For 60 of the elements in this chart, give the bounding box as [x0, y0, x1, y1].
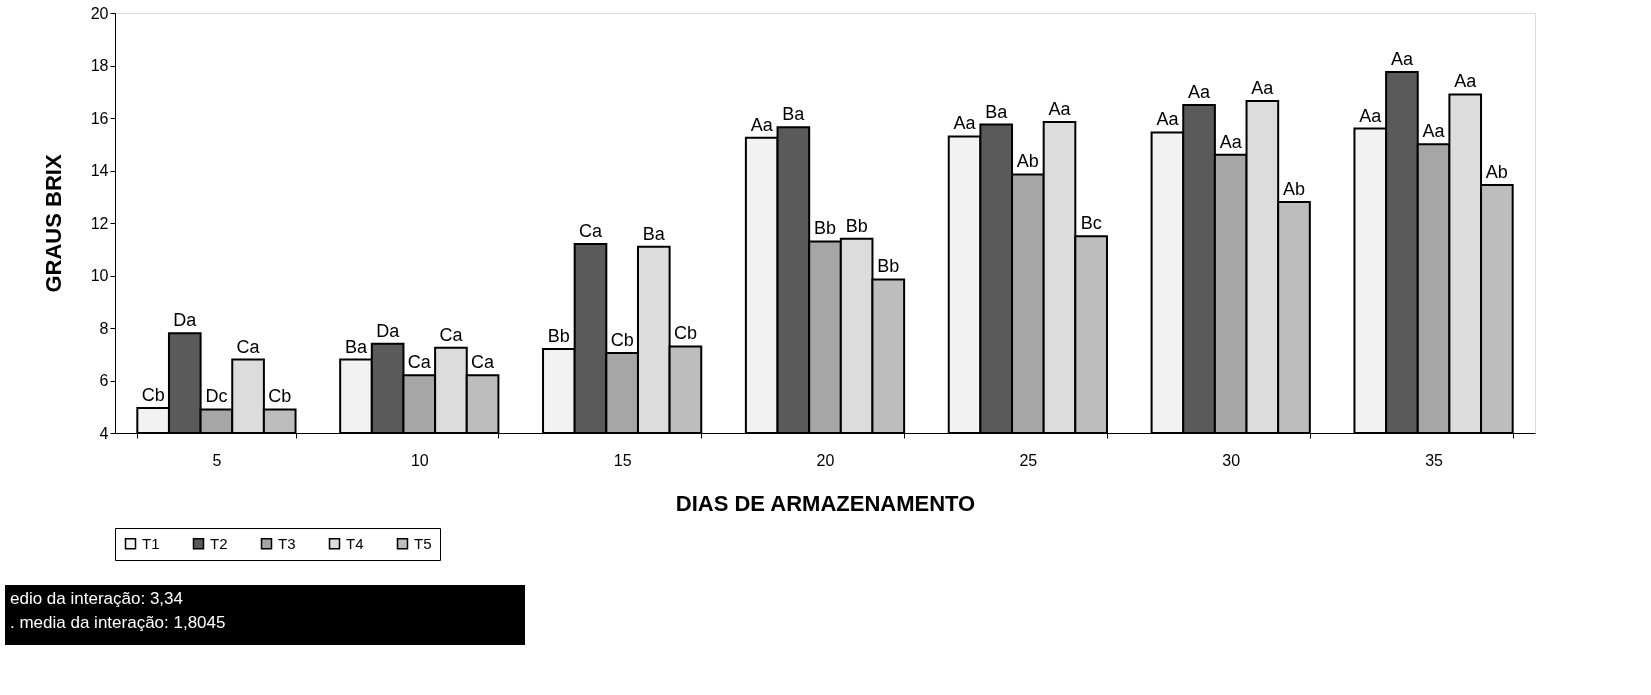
y-tick-label: 16	[90, 109, 109, 127]
data-label: Aa	[953, 113, 977, 134]
data-label: Ba	[344, 336, 368, 357]
legend-label: T3	[278, 534, 296, 552]
y-tick-label: 20	[90, 4, 109, 22]
data-label: Ca	[439, 324, 464, 345]
data-label: Aa	[1359, 105, 1383, 126]
data-label: Dc	[205, 386, 228, 407]
legend-label: T4	[346, 534, 364, 552]
data-label: Aa	[1048, 98, 1072, 119]
x-tick-label: 10	[410, 451, 429, 469]
data-label: Ca	[236, 336, 261, 357]
data-label: Ba	[782, 104, 806, 125]
data-label: Ba	[642, 223, 666, 244]
data-label: Bb	[845, 215, 868, 236]
x-tick-label: 15	[613, 451, 632, 469]
data-label: Cb	[673, 323, 697, 344]
data-label: Ab	[1485, 161, 1508, 182]
x-tick-label: 20	[816, 451, 835, 469]
y-tick-label: 4	[99, 424, 109, 442]
data-label: Ab	[1016, 151, 1039, 172]
data-label: Ba	[985, 101, 1009, 122]
data-label: Bb	[877, 256, 900, 277]
data-label: Cb	[141, 385, 165, 406]
legend-label: T5	[414, 534, 432, 552]
data-label: Da	[376, 320, 401, 341]
y-tick-label: 8	[99, 319, 109, 337]
data-label: Bc	[1080, 213, 1102, 234]
y-tick-label: 10	[90, 267, 109, 284]
data-label: Bb	[547, 326, 570, 346]
data-label: Aa	[1454, 71, 1478, 92]
data-label: Aa	[1422, 121, 1446, 142]
x-axis-title: DIAS DE ARMAZENAMENTO	[675, 490, 976, 516]
data-label: Aa	[1251, 77, 1275, 98]
text: edio da interação: 3,34	[10, 589, 183, 608]
y-tick-label: 14	[90, 162, 109, 179]
data-label: Aa	[1156, 109, 1180, 130]
y-tick-label: 12	[90, 214, 109, 232]
y-tick-label: 18	[90, 57, 109, 74]
data-label: Ca	[407, 352, 432, 373]
y-axis-title: GRAUS BRIX	[40, 154, 66, 293]
legend-label: T1	[142, 534, 160, 552]
x-tick-label: 5	[212, 451, 222, 469]
text: . media da interação: 1,8045	[10, 613, 226, 632]
y-tick-label: 6	[99, 372, 109, 389]
data-label: Bb	[813, 218, 837, 239]
data-label: Cb	[610, 329, 634, 350]
x-tick-label: 25	[1019, 451, 1038, 469]
x-tick-label: 35	[1425, 451, 1444, 469]
data-label: Aa	[750, 114, 774, 135]
legend-label: T2	[210, 534, 228, 552]
data-label: Cb	[268, 386, 292, 407]
data-label: Ca	[578, 221, 603, 241]
data-label: Da	[173, 310, 198, 331]
data-label: Aa	[1188, 81, 1212, 102]
x-tick-label: 30	[1222, 451, 1241, 469]
data-label: Ca	[471, 352, 496, 373]
data-label: Aa	[1390, 49, 1414, 70]
data-label: Aa	[1219, 131, 1243, 152]
data-label: Ab	[1282, 179, 1306, 199]
